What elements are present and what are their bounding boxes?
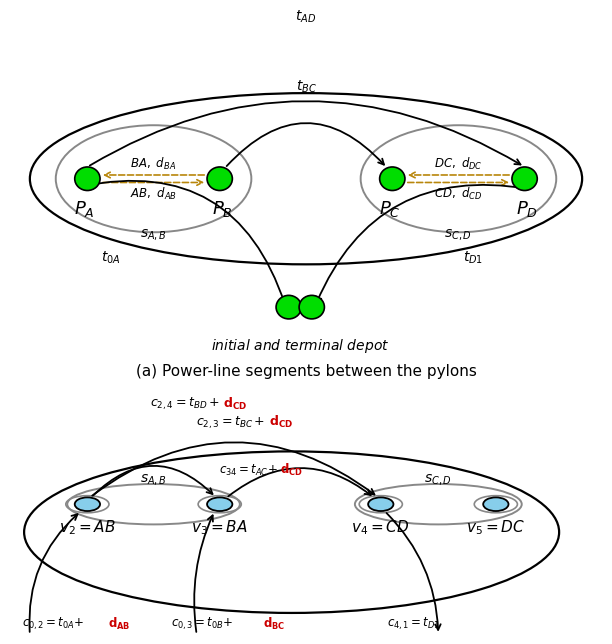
Text: $c_{34}{=}t_{AC}{+}$: $c_{34}{=}t_{AC}{+}$ [218,462,277,478]
Text: $CD,\ d_{CD}$: $CD,\ d_{CD}$ [435,185,483,202]
Text: $t_{D1}$: $t_{D1}$ [463,250,483,266]
Text: $P_B$: $P_B$ [212,199,233,219]
Text: $P_A$: $P_A$ [74,199,95,219]
Text: $\boldsymbol{v_3}{=}BA$: $\boldsymbol{v_3}{=}BA$ [192,518,248,537]
Text: $\boldsymbol{v_2}{=}AB$: $\boldsymbol{v_2}{=}AB$ [59,518,116,537]
Text: $\mathbf{d_{AB}}$: $\mathbf{d_{AB}}$ [108,616,130,632]
Text: $t_{BC}$: $t_{BC}$ [296,79,316,95]
Circle shape [75,497,100,511]
Text: $DC,\ d_{DC}$: $DC,\ d_{DC}$ [434,156,483,172]
Text: $\mathbf{d_{CD}}$: $\mathbf{d_{CD}}$ [223,395,247,412]
Text: $s_{A,B}$: $s_{A,B}$ [140,473,167,488]
Text: $\mathbf{d_{CD}}$: $\mathbf{d_{CD}}$ [280,462,303,478]
Text: $P_C$: $P_C$ [379,199,400,219]
Circle shape [483,497,509,511]
Circle shape [379,167,405,191]
Text: $\mathbf{d_{CD}}$: $\mathbf{d_{CD}}$ [269,414,293,430]
Circle shape [368,497,394,511]
Circle shape [207,167,233,191]
Text: $c_{2,4} = t_{BD}+$: $c_{2,4} = t_{BD}+$ [150,395,220,412]
Circle shape [276,296,301,319]
Text: $AB,\ d_{AB}$: $AB,\ d_{AB}$ [130,185,177,202]
Circle shape [207,497,233,511]
Text: $c_{0,2}{=}t_{0A}{+}$: $c_{0,2}{=}t_{0A}{+}$ [21,616,84,632]
Text: (a) Power-line segments between the pylons: (a) Power-line segments between the pylo… [136,365,476,379]
Text: $BA,\ d_{BA}$: $BA,\ d_{BA}$ [130,156,177,172]
Circle shape [512,167,537,191]
Text: $s_{C,D}$: $s_{C,D}$ [424,473,452,488]
Circle shape [299,296,324,319]
Text: $\mathit{initial\ and\ terminal\ depot}$: $\mathit{initial\ and\ terminal\ depot}$ [211,337,389,355]
Text: $c_{2,3} = t_{BC}+$: $c_{2,3} = t_{BC}+$ [196,414,266,431]
Circle shape [75,167,100,191]
Text: $\boldsymbol{v_4}{=}CD$: $\boldsymbol{v_4}{=}CD$ [351,518,410,537]
Text: $P_D$: $P_D$ [517,199,539,219]
Text: $\mathbf{d_{BC}}$: $\mathbf{d_{BC}}$ [263,616,285,632]
Text: $c_{0,3}{=}t_{0B}{+}$: $c_{0,3}{=}t_{0B}{+}$ [171,616,234,632]
Text: $c_{4,1} = t_{D1}$: $c_{4,1} = t_{D1}$ [387,616,440,632]
Text: $\boldsymbol{v_5}{=}DC$: $\boldsymbol{v_5}{=}DC$ [466,518,526,537]
Text: $s_{C,D}$: $s_{C,D}$ [444,228,472,243]
Text: $t_{0A}$: $t_{0A}$ [100,250,120,266]
Text: $s_{A,B}$: $s_{A,B}$ [140,228,167,243]
Text: $t_{AD}$: $t_{AD}$ [296,9,316,25]
